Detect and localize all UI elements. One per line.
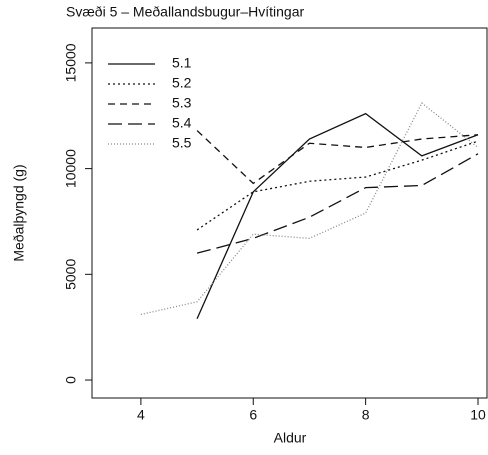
x-tick-label: 4 bbox=[137, 407, 145, 423]
series-line bbox=[140, 102, 479, 316]
y-axis-label: Meðalþyngd (g) bbox=[11, 164, 27, 261]
legend-label: 5.1 bbox=[172, 55, 192, 71]
legend-label: 5.4 bbox=[172, 115, 192, 131]
series-line bbox=[196, 140, 479, 231]
x-axis-label: Aldur bbox=[274, 430, 307, 446]
y-tick-label: 15000 bbox=[63, 43, 79, 82]
legend-label: 5.3 bbox=[172, 95, 192, 111]
legend-label: 5.2 bbox=[172, 75, 192, 91]
x-tick-label: 6 bbox=[249, 407, 257, 423]
legend-label: 5.5 bbox=[172, 135, 192, 151]
y-tick-label: 5000 bbox=[63, 259, 79, 290]
x-tick-label: 10 bbox=[470, 407, 486, 423]
chart-title: Svæði 5 – Meðallandsbugur–Hvítingar bbox=[66, 4, 304, 20]
series-line bbox=[196, 112, 479, 319]
y-tick-label: 0 bbox=[63, 376, 79, 384]
y-tick-label: 10000 bbox=[63, 149, 79, 188]
plot-frame bbox=[91, 27, 488, 399]
series-line bbox=[196, 130, 479, 185]
series-line bbox=[196, 153, 479, 254]
x-tick-label: 8 bbox=[362, 407, 370, 423]
